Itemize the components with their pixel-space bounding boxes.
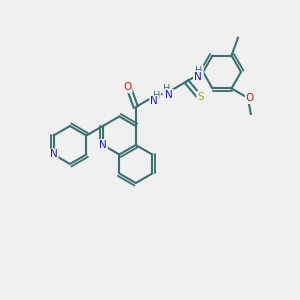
- Text: N: N: [150, 97, 158, 106]
- Text: S: S: [197, 92, 204, 102]
- Text: N: N: [99, 140, 107, 150]
- Text: O: O: [123, 82, 131, 92]
- Text: H: H: [164, 84, 171, 94]
- Text: N: N: [50, 149, 57, 160]
- Text: N: N: [165, 90, 173, 100]
- Text: H: H: [152, 92, 160, 101]
- Text: O: O: [246, 93, 254, 103]
- Text: N: N: [194, 72, 202, 82]
- Text: H: H: [195, 66, 203, 76]
